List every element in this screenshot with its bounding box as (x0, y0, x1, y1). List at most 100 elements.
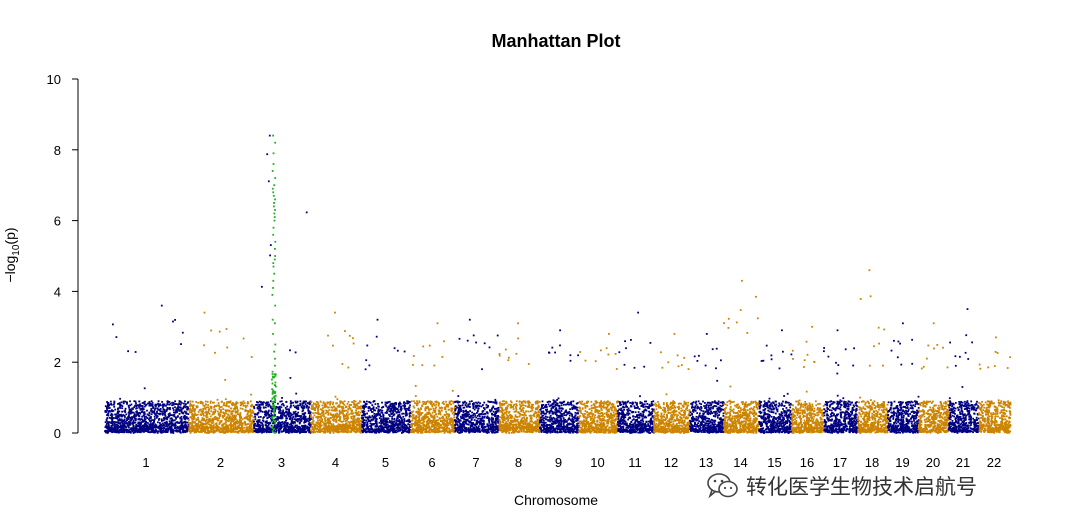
snp-point (286, 426, 289, 428)
snp-point (365, 419, 367, 422)
snp-point (412, 355, 415, 357)
snp-point (372, 423, 374, 426)
snp-point (122, 427, 124, 430)
snp-point (412, 431, 414, 433)
snp-point (280, 417, 283, 420)
snp-point (330, 423, 333, 425)
snp-point (133, 400, 136, 403)
snp-point (449, 430, 451, 432)
snp-point (364, 402, 367, 405)
snp-point (226, 416, 229, 418)
snp-point (241, 401, 243, 404)
snp-point (384, 431, 386, 433)
snp-point (209, 400, 212, 403)
snp-point (221, 427, 223, 430)
snp-point (129, 404, 131, 407)
snp-point (392, 414, 395, 417)
snp-point (343, 426, 346, 428)
snp-point (400, 409, 403, 412)
snp-point (329, 400, 332, 403)
snp-point (486, 425, 489, 427)
snp-point (302, 402, 305, 405)
snp-point (174, 406, 176, 409)
snp-point (347, 424, 350, 427)
snp-point (204, 408, 207, 411)
snp-point (400, 407, 402, 409)
snp-point (105, 431, 107, 434)
snp-point (327, 430, 330, 433)
snp-point (295, 405, 297, 408)
snp-point (443, 432, 446, 434)
snp-point (140, 423, 142, 426)
snp-point (234, 415, 237, 418)
snp-point (160, 404, 162, 407)
snp-point (290, 404, 292, 407)
snp-point (197, 430, 199, 432)
snp-point (368, 428, 371, 430)
snp-point (419, 414, 421, 416)
snp-point (161, 427, 164, 430)
snp-point (117, 426, 120, 429)
snp-point (165, 404, 167, 407)
snp-point (199, 413, 202, 416)
snp-point (180, 419, 183, 422)
snp-point (226, 346, 229, 349)
snp-point (355, 413, 358, 416)
snp-point (420, 426, 423, 429)
snp-point (156, 426, 159, 429)
snp-point (196, 406, 199, 408)
snp-point (355, 409, 357, 412)
snp-point (126, 424, 129, 427)
snp-point (362, 412, 365, 415)
snp-point (223, 431, 225, 434)
snp-point (250, 412, 252, 414)
snp-point (163, 403, 166, 406)
snp-point (407, 427, 410, 430)
snp-point (488, 418, 491, 420)
snp-point (286, 423, 289, 426)
snp-point (229, 401, 232, 404)
snp-point (260, 430, 263, 433)
snp-point (327, 401, 330, 404)
snp-point (207, 429, 209, 432)
snp-point (409, 414, 411, 417)
snp-point (172, 407, 174, 410)
snp-point (396, 426, 399, 429)
snp-point (202, 419, 205, 422)
snp-point (233, 414, 236, 417)
snp-point (307, 409, 310, 412)
snp-point (414, 424, 417, 427)
snp-point (403, 420, 406, 422)
snp-point (324, 429, 327, 432)
snp-point (345, 422, 347, 425)
snp-point (238, 427, 240, 430)
snp-point (264, 406, 267, 409)
snp-point (395, 403, 397, 406)
snp-point (218, 408, 221, 410)
snp-point (207, 419, 210, 421)
snp-point (207, 421, 209, 424)
snp-point (180, 411, 183, 414)
snp-point (444, 430, 447, 433)
snp-point (398, 426, 401, 429)
snp-point (270, 429, 273, 432)
snp-point (203, 418, 205, 420)
snp-point (310, 401, 313, 404)
snp-point (149, 423, 152, 426)
snp-point (314, 409, 317, 411)
snp-point (294, 425, 297, 428)
snp-point (196, 413, 199, 416)
snp-point (451, 389, 454, 392)
snp-point (482, 420, 485, 422)
snp-point (406, 426, 409, 429)
snp-point (367, 416, 369, 419)
snp-point (201, 418, 204, 421)
snp-point (318, 430, 321, 433)
snp-point (106, 422, 109, 425)
snp-point (390, 429, 393, 431)
snp-point (106, 413, 109, 416)
snp-point (225, 427, 228, 430)
snp-point (436, 431, 439, 434)
snp-point (195, 423, 198, 425)
snp-point (331, 427, 334, 430)
